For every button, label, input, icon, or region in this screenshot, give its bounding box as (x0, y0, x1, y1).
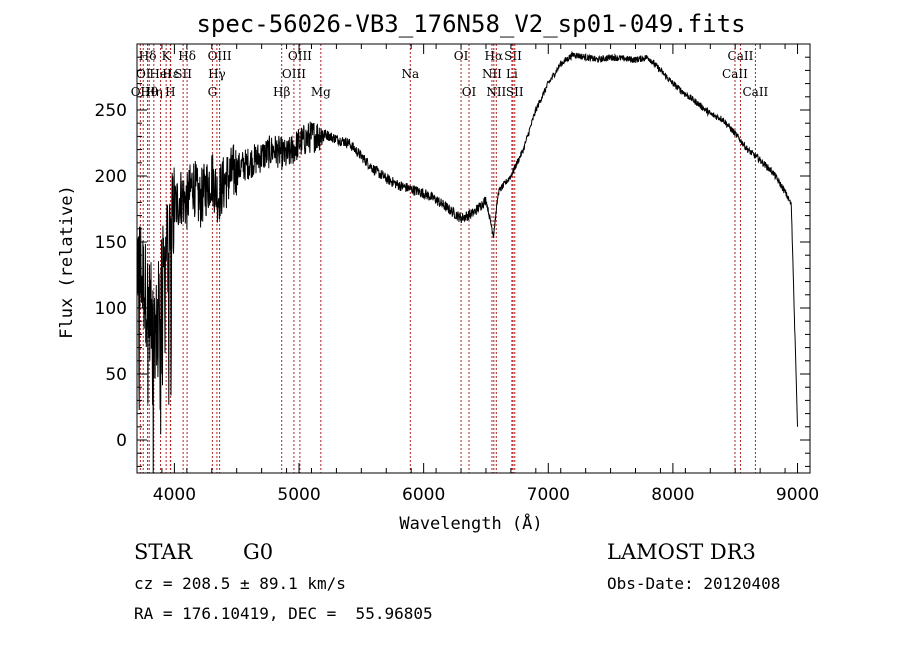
marker-label: Hη (145, 85, 163, 99)
marker-label: OII (131, 85, 151, 99)
x-tick-label: 4000 (153, 485, 196, 505)
marker-label: Na (401, 67, 419, 81)
marker-label: OI (462, 85, 477, 99)
marker-label: NII (486, 85, 506, 99)
cz-value: cz = 208.5 ± 89.1 km/s (134, 574, 346, 593)
marker-label: CaII (722, 67, 748, 81)
x-tick-label: 6000 (402, 485, 445, 505)
class-label: STAR (134, 540, 193, 564)
survey-label: LAMOST DR3 (607, 540, 756, 564)
marker-label: Li (506, 67, 518, 81)
plot-frame (136, 43, 811, 474)
y-tick-label: 0 (116, 431, 127, 451)
marker-label: SII (504, 49, 522, 63)
coordinates: RA = 176.10419, DEC = 55.96805 (134, 604, 433, 623)
y-tick-label: 50 (105, 365, 127, 385)
marker-label: NII (482, 67, 502, 81)
marker-label: OIII (288, 49, 312, 63)
marker-label: Hβ (273, 85, 290, 99)
y-tick-label: 200 (95, 167, 127, 187)
marker-label: Mg (311, 85, 331, 99)
marker-label: CaII (728, 49, 754, 63)
chart-title: spec-56026-VB3_176N58_V2_sp01-049.fits (196, 10, 745, 38)
marker-label: G (208, 85, 218, 99)
marker-label: OIII (208, 49, 232, 63)
x-tick-label: 8000 (651, 485, 694, 505)
x-tick-label: 7000 (527, 485, 570, 505)
marker-label: K (162, 49, 172, 63)
y-tick-label: 150 (95, 233, 127, 253)
marker-label: H (165, 85, 175, 99)
obs-date: Obs-Date: 20120408 (607, 574, 781, 593)
axes: 4000 5000 6000 7000 8000 9000 0 50 100 150 200 250 (95, 44, 819, 505)
marker-label: Hδ (178, 49, 196, 63)
y-tick-label: 100 (95, 299, 127, 319)
marker-label: OIII (282, 67, 306, 81)
marker-label: CaII (742, 85, 768, 99)
marker-label: SII (174, 67, 192, 81)
marker-label: Hγ (208, 67, 226, 81)
subclass-label: G0 (243, 540, 274, 564)
x-tick-label: 9000 (776, 485, 819, 505)
x-axis-label: Wavelength (Å) (399, 512, 542, 534)
spectrum-line (136, 50, 798, 473)
marker-label: OI (454, 49, 469, 63)
marker-label: SII (506, 85, 524, 99)
marker-label: Hδ (139, 49, 157, 63)
marker-label: Hα (485, 49, 504, 63)
y-axis-label: Flux (relative) (57, 185, 77, 339)
x-tick-label: 5000 (277, 485, 320, 505)
y-tick-label: 250 (95, 101, 127, 121)
